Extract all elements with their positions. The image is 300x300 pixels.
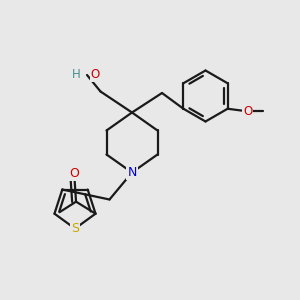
Text: O: O [70,167,80,180]
Text: S: S [71,222,79,235]
Text: O: O [243,105,252,118]
Text: O: O [91,68,100,81]
Text: H: H [72,68,80,81]
Text: N: N [127,166,137,179]
